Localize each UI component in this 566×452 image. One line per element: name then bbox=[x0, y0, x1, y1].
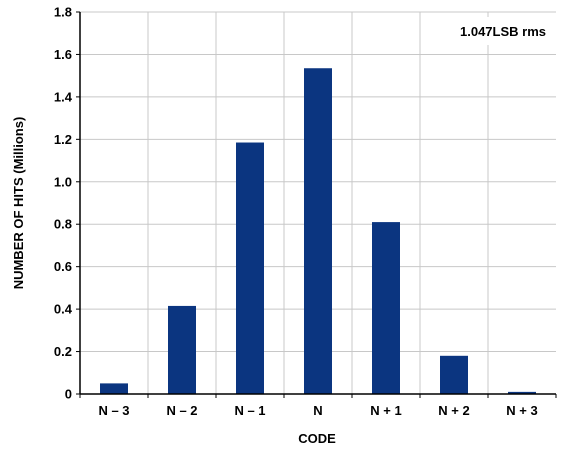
x-tick-labels: N – 3 N – 2 N – 1 N N + 1 N + 2 N + 3 bbox=[98, 403, 537, 418]
y-tick-label: 1.8 bbox=[54, 5, 72, 20]
y-tick-label: 1.2 bbox=[54, 132, 72, 147]
y-tick-label: 0.8 bbox=[54, 217, 72, 232]
bar-3 bbox=[236, 142, 264, 394]
annotation-label: 1.047LSB rms bbox=[460, 24, 546, 39]
bar-7 bbox=[508, 391, 536, 394]
bar-2 bbox=[168, 305, 196, 394]
x-tick-label: N – 3 bbox=[98, 403, 129, 418]
bars bbox=[100, 68, 536, 394]
y-tick-label: 0.6 bbox=[54, 259, 72, 274]
x-tick-label: N + 2 bbox=[438, 403, 469, 418]
axes bbox=[76, 11, 557, 398]
y-tick-label: 1.6 bbox=[54, 47, 72, 62]
x-axis-title: CODE bbox=[298, 431, 336, 446]
bar-5 bbox=[372, 222, 400, 394]
x-tick-label: N + 1 bbox=[370, 403, 401, 418]
x-tick-label: N – 2 bbox=[166, 403, 197, 418]
y-tick-labels: 0 0.2 0.4 0.6 0.8 1.0 1.2 1.4 1.6 1.8 bbox=[54, 5, 73, 402]
y-tick-label: 1.0 bbox=[54, 174, 72, 189]
y-axis-title: NUMBER OF HITS (Millions) bbox=[11, 117, 26, 290]
x-tick-label: N bbox=[313, 403, 322, 418]
bar-4 bbox=[304, 68, 332, 394]
x-tick-label: N + 3 bbox=[506, 403, 537, 418]
y-tick-label: 0.2 bbox=[54, 344, 72, 359]
y-tick-label: 0 bbox=[65, 387, 72, 402]
y-tick-label: 0.4 bbox=[54, 302, 73, 317]
bar-1 bbox=[100, 383, 128, 394]
y-tick-label: 1.4 bbox=[54, 89, 73, 104]
annotation-box: 1.047LSB rms bbox=[432, 17, 556, 45]
x-tick-label: N – 1 bbox=[234, 403, 265, 418]
bar-6 bbox=[440, 355, 468, 394]
